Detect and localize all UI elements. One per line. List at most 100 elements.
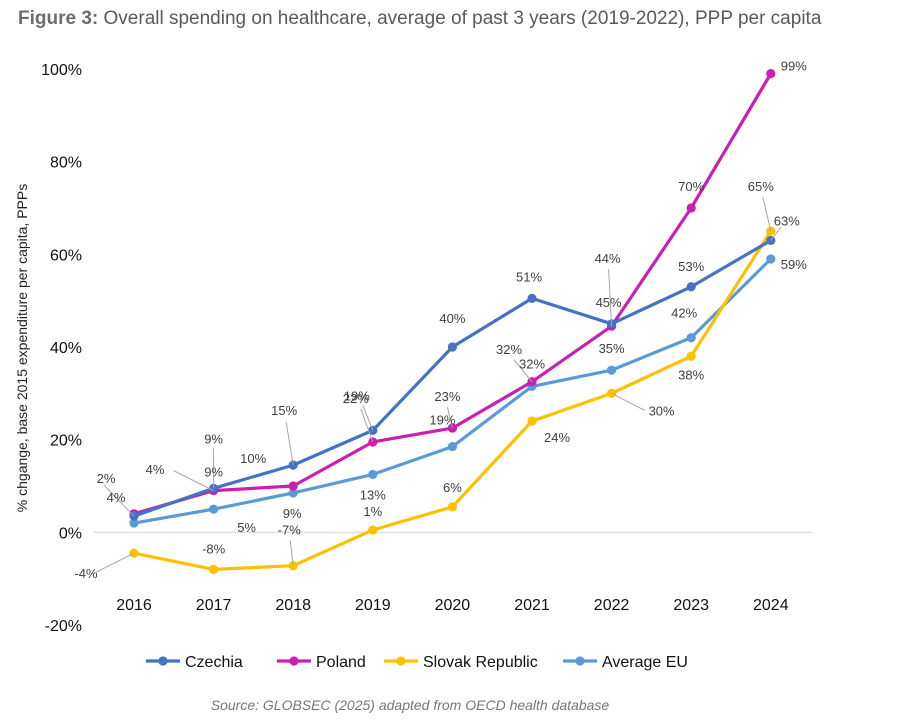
label-leader-line: [173, 470, 214, 492]
x-tick-label: 2023: [673, 597, 709, 614]
data-label: 24%: [544, 430, 570, 445]
y-axis-title: % chgange, base 2015 expenditure per cap…: [14, 184, 30, 512]
data-point: [447, 442, 457, 452]
legend-label: Average EU: [602, 654, 688, 671]
data-label: 13%: [360, 487, 386, 502]
data-label: 15%: [271, 403, 297, 418]
data-label: 1%: [363, 504, 382, 519]
label-leader-line: [770, 227, 782, 241]
x-tick-label: 2019: [355, 597, 391, 614]
data-point: [527, 293, 537, 303]
legend-marker: [289, 656, 299, 666]
data-point: [686, 351, 696, 361]
label-leader-line: [446, 406, 453, 429]
legend-item: Poland: [277, 654, 366, 671]
data-label: 65%: [748, 179, 774, 194]
data-label: 9%: [283, 506, 302, 521]
axes: -20% 0% 20% 40% 60% 80% 100% 2016 2017 2018 2019 20…: [14, 62, 812, 635]
y-tick-label: 40%: [50, 340, 82, 357]
label-leader-line: [285, 422, 294, 466]
y-tick-label: 80%: [50, 155, 82, 172]
y-tick-label: 60%: [50, 247, 82, 264]
label-leader-line: [95, 552, 135, 573]
x-tick-label: 2020: [435, 597, 471, 614]
data-label: 30%: [649, 403, 675, 418]
data-point: [209, 504, 219, 514]
data-point: [686, 282, 696, 292]
data-label: 51%: [516, 269, 542, 284]
data-label: 32%: [496, 342, 522, 357]
data-label: 10%: [240, 451, 266, 466]
x-tick-label: 2022: [594, 597, 630, 614]
data-label: 35%: [599, 341, 625, 356]
data-label: 59%: [781, 257, 807, 272]
data-label: 23%: [434, 389, 460, 404]
label-leader-line: [611, 392, 645, 411]
y-tick-label: 20%: [50, 433, 82, 450]
data-point: [209, 564, 219, 575]
legend: Czechia Poland Slovak Republic Average EU: [146, 654, 688, 671]
legend-marker: [158, 656, 168, 666]
legend-item: Average EU: [563, 654, 688, 671]
legend-label: Czechia: [185, 654, 243, 671]
data-point: [766, 254, 776, 264]
label-leader-line: [513, 359, 533, 383]
data-label: 4%: [107, 490, 126, 505]
data-label: 53%: [678, 259, 704, 274]
data-label: 4%: [146, 462, 165, 477]
data-label: 99%: [781, 59, 807, 74]
legend-label: Poland: [316, 654, 366, 671]
series-line-czechia: [133, 239, 772, 518]
data-label: -8%: [202, 541, 226, 556]
data-label: 40%: [439, 311, 465, 326]
label-leader-line: [762, 197, 772, 232]
data-label: -4%: [74, 566, 98, 581]
data-label: -7%: [278, 523, 302, 538]
legend-label: Slovak Republic: [423, 654, 538, 671]
data-point: [288, 488, 298, 498]
label-leader-line: [289, 540, 294, 566]
x-tick-label: 2024: [753, 597, 789, 614]
figure-number: Figure 3:: [18, 8, 99, 29]
data-label: 32%: [519, 356, 545, 371]
label-leader-line: [362, 405, 374, 431]
legend-marker: [575, 656, 585, 666]
data-point: [447, 342, 457, 352]
data-point: [766, 69, 776, 79]
data-label: 22%: [343, 391, 369, 406]
data-point: [129, 518, 139, 528]
data-point: [288, 481, 298, 491]
data-point: [368, 525, 378, 535]
x-tick-label: 2017: [196, 597, 232, 614]
data-label: 70%: [678, 179, 704, 194]
data-label: 2%: [97, 471, 116, 486]
data-point: [686, 203, 696, 213]
data-labels: 2% 9% 15% 19% 40% 51% 45% 53% 63% 4% 9% 10% 22% 23% 32…: [74, 59, 807, 582]
label-leader-line: [103, 484, 135, 517]
x-tick-label: 2018: [275, 597, 311, 614]
data-label: 19%: [429, 413, 455, 428]
legend-item: Slovak Republic: [384, 654, 538, 671]
label-leader-line: [608, 269, 613, 327]
data-point: [527, 416, 537, 426]
source-note: Source: GLOBSEC (2025) adapted from OECD…: [210, 697, 610, 713]
data-label: 38%: [678, 367, 704, 382]
data-label: 5%: [237, 520, 256, 535]
figure-title: Figure 3: Overall spending on healthcare…: [18, 8, 821, 30]
data-label: 19%: [344, 388, 370, 403]
data-label: 42%: [671, 306, 697, 321]
legend-item: Czechia: [146, 654, 243, 671]
data-label: 63%: [774, 213, 800, 228]
data-point: [607, 365, 617, 375]
y-tick-label: 0%: [59, 525, 82, 542]
data-label: 9%: [204, 431, 223, 446]
y-tick-label: 100%: [41, 62, 82, 79]
data-label: 6%: [443, 480, 462, 495]
x-tick-label: 2016: [116, 597, 152, 614]
label-leader-line: [360, 408, 374, 443]
x-tick-label: 2021: [514, 597, 550, 614]
data-label: 45%: [596, 295, 622, 310]
data-label: 9%: [204, 465, 223, 480]
y-tick-label: -20%: [45, 618, 82, 635]
